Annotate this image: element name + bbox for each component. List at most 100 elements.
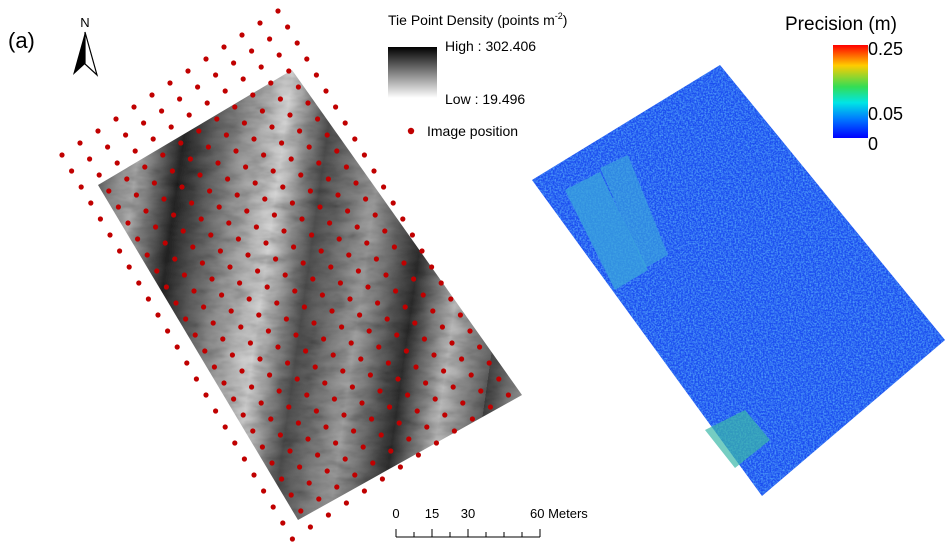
image-position: [315, 452, 320, 457]
image-position: [442, 412, 447, 417]
image-position: [477, 344, 482, 349]
image-position: [397, 420, 402, 425]
image-position: [232, 104, 237, 109]
image-position: [413, 364, 418, 369]
image-position: [314, 408, 319, 413]
image-position: [211, 320, 216, 325]
image-position: [419, 248, 424, 253]
image-position: [310, 276, 315, 281]
image-position: [388, 448, 393, 453]
image-position: [308, 524, 313, 529]
image-position: [440, 324, 445, 329]
image-position: [231, 396, 236, 401]
image-position: [328, 264, 333, 269]
image-position: [146, 296, 151, 301]
image-position: [261, 488, 266, 493]
image-position: [279, 140, 284, 145]
image-position: [260, 108, 265, 113]
image-position: [325, 132, 330, 137]
image-position: [343, 120, 348, 125]
image-position: [410, 232, 415, 237]
image-position: [339, 324, 344, 329]
image-position: [290, 200, 295, 205]
image-position: [359, 400, 364, 405]
image-position: [257, 356, 262, 361]
image-position: [423, 380, 428, 385]
image-position: [298, 172, 303, 177]
image-position: [460, 400, 465, 405]
title-superscript: -2: [555, 11, 563, 21]
image-position: [287, 448, 292, 453]
image-position: [297, 464, 302, 469]
image-position: [266, 328, 271, 333]
image-position: [105, 144, 110, 149]
image-position: [327, 220, 332, 225]
image-position: [131, 104, 136, 109]
title-text: Tie Point Density (points m: [388, 12, 555, 28]
image-position: [296, 420, 301, 425]
image-position: [127, 264, 132, 269]
image-position: [178, 140, 183, 145]
image-position: [406, 436, 411, 441]
image-position: [268, 80, 273, 85]
image-position: [164, 284, 169, 289]
image-position: [398, 464, 403, 469]
image-position: [415, 408, 420, 413]
image-position: [193, 332, 198, 337]
image-position: [383, 272, 388, 277]
image-position: [421, 292, 426, 297]
image-position: [315, 116, 320, 121]
image-position: [381, 184, 386, 189]
image-position: [313, 364, 318, 369]
image-position: [333, 104, 338, 109]
image-position: [225, 176, 230, 181]
image-position: [316, 160, 321, 165]
image-position: [385, 316, 390, 321]
image-position: [319, 248, 324, 253]
image-position: [317, 204, 322, 209]
image-position: [283, 272, 288, 277]
image-position: [267, 372, 272, 377]
low-label: Low : 19.496: [445, 91, 525, 107]
image-position: [249, 48, 254, 53]
image-position: [285, 360, 290, 365]
image-position: [280, 184, 285, 189]
image-position: [343, 456, 348, 461]
image-position: [262, 196, 267, 201]
scale-label: 60 Meters: [530, 506, 588, 521]
figure: (a) N Tie Point Density (points m-2) Hig…: [0, 0, 947, 553]
image-position: [278, 96, 283, 101]
image-position: [259, 400, 264, 405]
image-position: [213, 72, 218, 77]
image-position: [308, 188, 313, 193]
image-position: [467, 328, 472, 333]
scale-label: 0: [392, 506, 399, 521]
image-position: [346, 252, 351, 257]
image-position: [194, 376, 199, 381]
image-position: [134, 192, 139, 197]
image-position: [275, 8, 280, 13]
image-position: [295, 376, 300, 381]
image-position: [223, 88, 228, 93]
image-position: [299, 216, 304, 221]
image-position: [183, 316, 188, 321]
image-position: [141, 120, 146, 125]
image-position: [135, 236, 140, 241]
image-position: [241, 76, 246, 81]
image-position: [268, 416, 273, 421]
image-position: [209, 276, 214, 281]
image-position: [244, 208, 249, 213]
image-position: [303, 348, 308, 353]
image-position: [116, 204, 121, 209]
image-position: [334, 148, 339, 153]
image-position: [400, 216, 405, 221]
image-position: [143, 208, 148, 213]
image-position: [416, 452, 421, 457]
image-position: [304, 56, 309, 61]
image-position: [340, 368, 345, 373]
image-position: [239, 32, 244, 37]
image-position: [391, 200, 396, 205]
image-position: [215, 160, 220, 165]
density-ramp: [388, 47, 437, 98]
image-position: [232, 440, 237, 445]
